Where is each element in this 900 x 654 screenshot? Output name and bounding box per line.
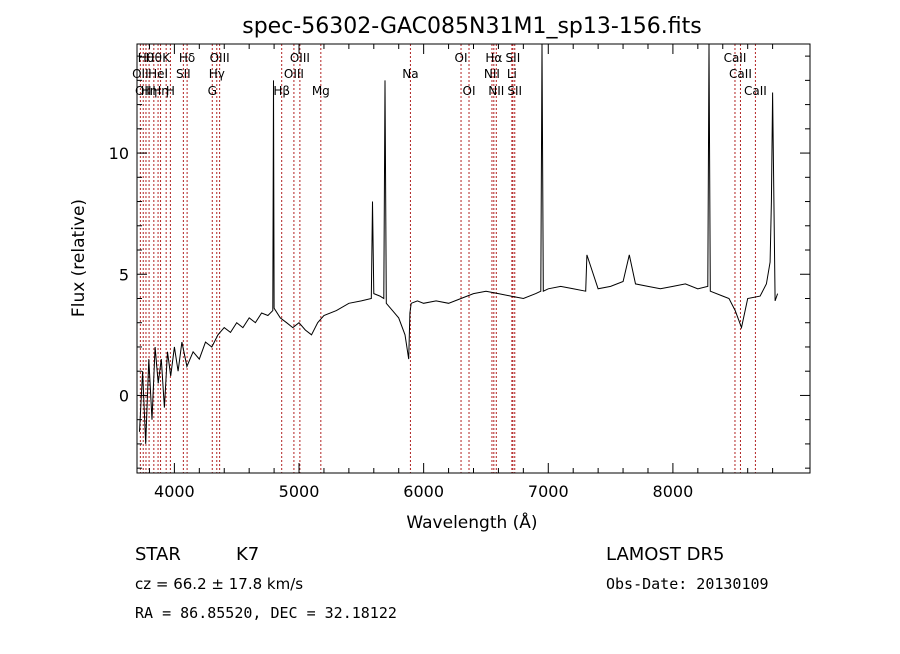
y-axis-ticks: 0 5 10	[109, 55, 810, 469]
emission-line-label: H	[166, 84, 175, 98]
emission-line-label: Hη	[141, 84, 158, 98]
emission-line-label: Mg	[312, 84, 330, 98]
emission-line-label: OI	[463, 84, 476, 98]
x-tick-label: 5000	[279, 482, 320, 501]
y-axis-label: Flux (relative)	[69, 199, 89, 317]
observation-date: Obs-Date: 20130109	[606, 575, 769, 593]
emission-line-label: OII	[135, 84, 152, 98]
emission-line-label: OIII	[284, 67, 304, 81]
x-axis-ticks: 4000 5000 6000 7000 8000	[148, 44, 774, 501]
emission-line-label: NII	[488, 84, 504, 98]
emission-line-label: OI	[455, 51, 468, 65]
object-class: STAR	[135, 544, 181, 565]
redshift-cz: cz = 66.2 ± 17.8 km/s	[135, 575, 303, 593]
emission-line-label: SII	[176, 67, 191, 81]
emission-line-label: G	[208, 84, 217, 98]
emission-line-label: Hη	[152, 84, 169, 98]
emission-line-label: HeI	[148, 67, 168, 81]
emission-line-labels: OIIOIIHθHηHθHeIHηKHSIIHδGHγOIIIHβOIIIOII…	[132, 51, 767, 98]
emission-line-label: Hγ	[209, 67, 225, 81]
emission-line-label: Hδ	[179, 51, 195, 65]
emission-line-label: Hθ	[138, 51, 154, 65]
spectrum-series	[139, 43, 779, 444]
emission-line-label: Hα	[485, 51, 502, 65]
emission-line-markers	[139, 44, 756, 473]
emission-line-label: OII	[132, 67, 149, 81]
x-tick-label: 6000	[403, 482, 444, 501]
emission-line-label: Hθ	[146, 51, 162, 65]
x-tick-label: 7000	[528, 482, 569, 501]
ra-dec-coordinates: RA = 86.85520, DEC = 32.18122	[135, 604, 397, 622]
x-axis-label: Wavelength (Å)	[406, 511, 537, 533]
object-subclass: K7	[236, 544, 259, 565]
emission-line-label: Na	[402, 67, 418, 81]
emission-line-label: SII	[506, 51, 521, 65]
survey-name: LAMOST DR5	[606, 544, 724, 565]
emission-line-label: Li	[507, 67, 517, 81]
y-tick-label: 0	[119, 386, 129, 405]
y-tick-label: 5	[119, 265, 129, 284]
emission-line-label: OIII	[290, 51, 310, 65]
emission-line-label: Hβ	[273, 84, 290, 98]
y-tick-label: 10	[109, 144, 129, 163]
emission-line-label: NII	[484, 67, 500, 81]
chart-title: spec-56302-GAC085N31M1_sp13-156.fits	[242, 14, 702, 39]
x-tick-label: 8000	[653, 482, 694, 501]
emission-line-label: CaII	[744, 84, 767, 98]
emission-line-label: K	[162, 51, 171, 65]
emission-line-label: OIII	[210, 51, 230, 65]
emission-line-label: CaII	[729, 67, 752, 81]
emission-line-label: CaII	[724, 51, 747, 65]
emission-line-label: SII	[507, 84, 522, 98]
x-tick-label: 4000	[154, 482, 195, 501]
